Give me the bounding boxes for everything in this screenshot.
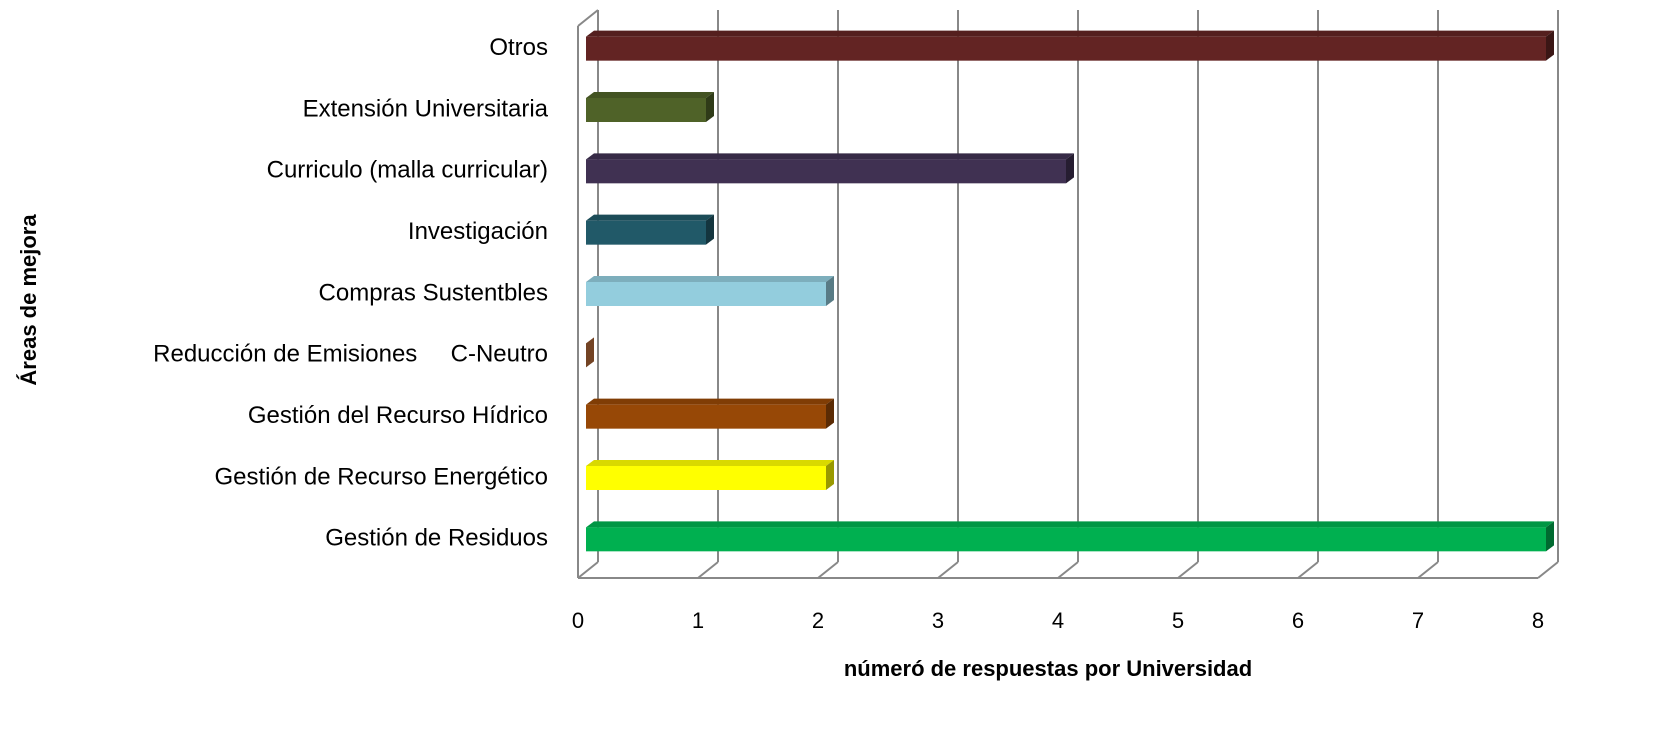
x-tick-label: 7 (1412, 608, 1424, 633)
bar-top (586, 153, 1074, 160)
left-wall (577, 9, 599, 27)
bar (586, 220, 706, 245)
bar (586, 466, 826, 490)
y-tick-label: Gestión del Recurso Hídrico (248, 402, 548, 429)
bar (586, 282, 826, 306)
grid-line (1297, 561, 1319, 579)
bar-side (1546, 30, 1554, 61)
bar-top (586, 214, 714, 221)
bar (586, 404, 826, 429)
bar-top (586, 92, 714, 98)
bar-top (586, 521, 1554, 528)
x-tick-label: 6 (1292, 608, 1304, 633)
bar (586, 527, 1546, 552)
y-tick-label: Investigación (408, 218, 548, 245)
bar-side (826, 460, 834, 490)
grid-line (937, 561, 959, 579)
y-tick-label: Otros (489, 34, 548, 61)
bar (586, 36, 1546, 61)
bar-top (586, 398, 834, 405)
bar-side (826, 276, 834, 306)
x-tick-label: 5 (1172, 608, 1184, 633)
grid-line (1417, 561, 1439, 579)
bar-side (706, 214, 714, 245)
y-tick-label: Compras Sustentbles (319, 279, 548, 306)
y-axis-title: Áreas de mejora (16, 214, 41, 386)
bar-side (706, 92, 714, 122)
x-tick-label: 4 (1052, 608, 1064, 633)
bar-top (586, 30, 1554, 37)
y-tick-label: Gestión de Recurso Energético (214, 463, 548, 490)
bar (586, 98, 706, 122)
bar-side (1066, 153, 1074, 184)
grid-line (577, 561, 599, 579)
y-tick-label: Extensión Universitaria (303, 95, 549, 122)
x-tick-label: 1 (692, 608, 704, 633)
x-tick-label: 0 (572, 608, 584, 633)
grid-line (1177, 561, 1199, 579)
y-tick-label: Gestión de Residuos (325, 525, 548, 552)
x-axis-title: númeró de respuestas por Universidad (844, 656, 1252, 681)
x-tick-label: 8 (1532, 608, 1544, 633)
bar-side (826, 398, 834, 429)
x-tick-label: 3 (932, 608, 944, 633)
bar-top (586, 460, 834, 466)
grid-line (817, 561, 839, 579)
bar-side (586, 337, 594, 368)
x-tick-label: 2 (812, 608, 824, 633)
grid-line (1057, 561, 1079, 579)
grid-line (697, 561, 719, 579)
bar (586, 159, 1066, 184)
y-tick-label: Curriculo (malla curricular) (267, 157, 548, 184)
bar-top (586, 276, 834, 282)
y-tick-label: Reducción de Emisiones C-Neutro (153, 341, 548, 368)
bar-side (1546, 521, 1554, 552)
grid-line (1537, 561, 1559, 579)
